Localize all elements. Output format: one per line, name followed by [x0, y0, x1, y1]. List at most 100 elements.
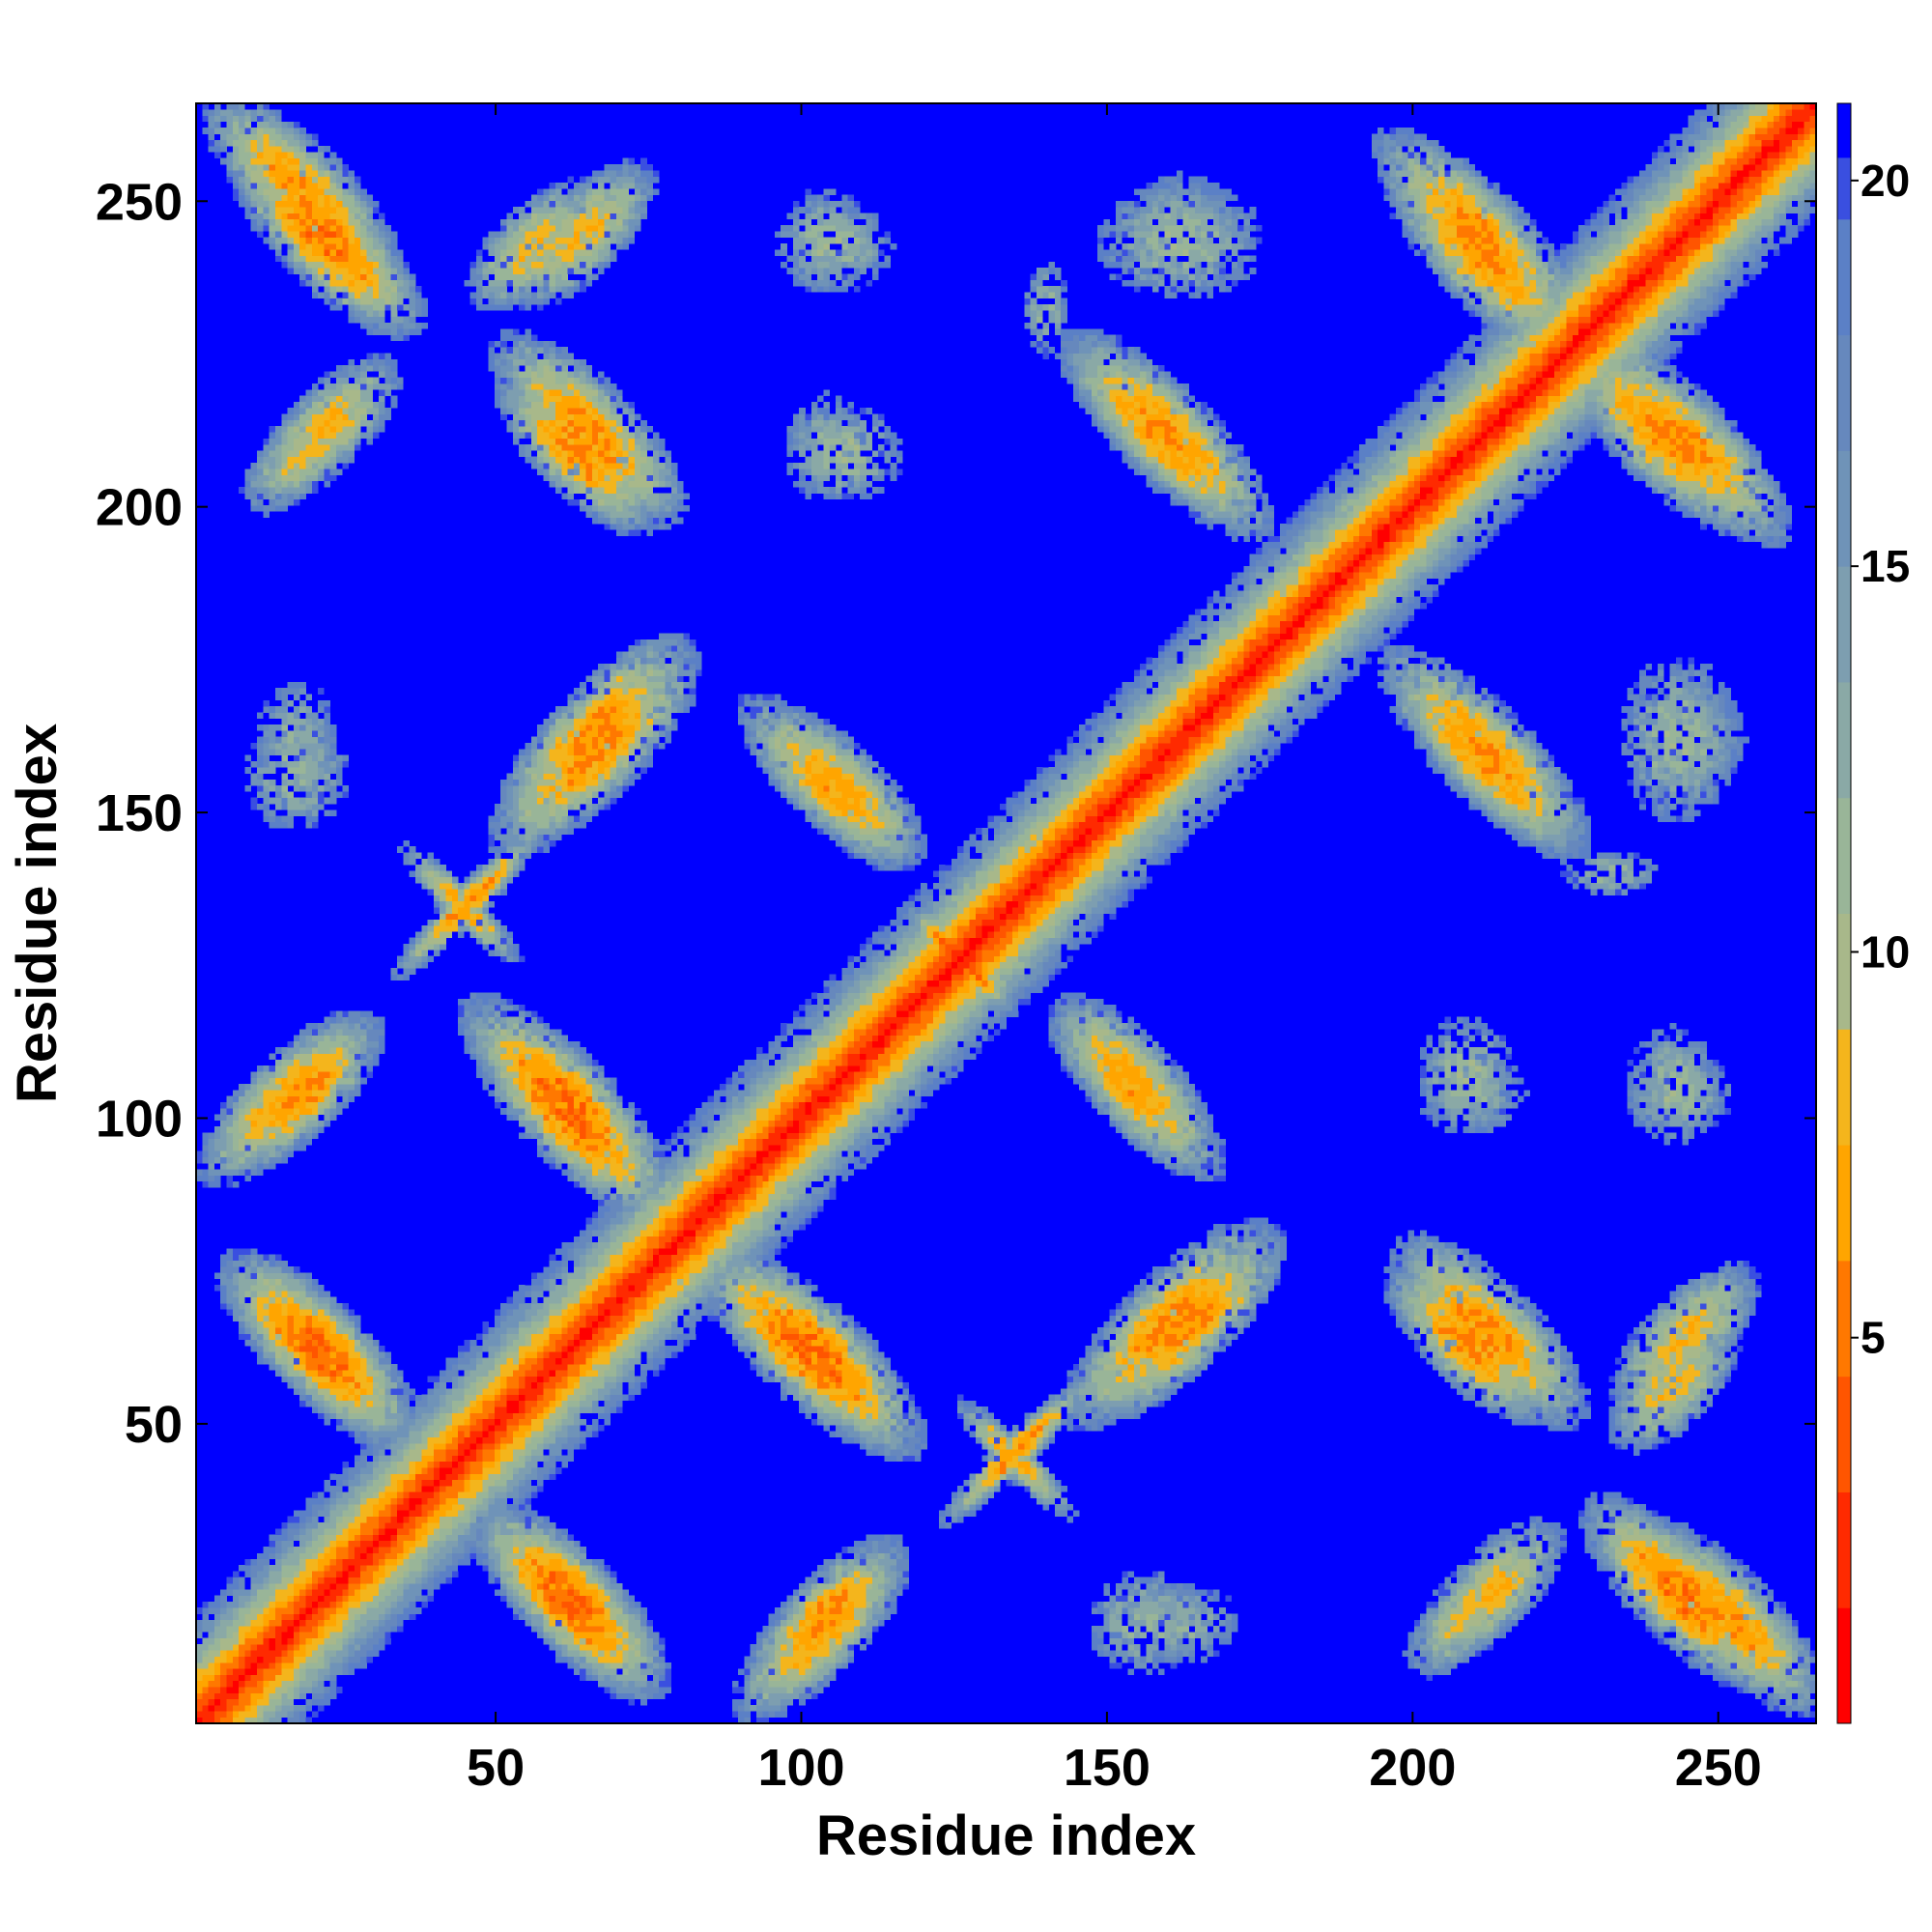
heatmap-cell — [519, 384, 526, 390]
heatmap-cell — [257, 1340, 264, 1347]
heatmap-cell — [263, 700, 270, 707]
heatmap-cell — [251, 170, 258, 177]
heatmap-cell — [495, 1358, 501, 1365]
heatmap-cell — [500, 1486, 507, 1492]
heatmap-cell — [482, 1321, 489, 1328]
heatmap-cell — [251, 1126, 258, 1133]
heatmap-cell — [263, 1102, 270, 1109]
heatmap-cell — [294, 134, 300, 141]
heatmap-cell — [305, 420, 312, 427]
heatmap-cell — [500, 883, 507, 890]
heatmap-cell — [318, 1321, 325, 1328]
heatmap-cell — [384, 378, 391, 384]
heatmap-cell — [495, 243, 501, 250]
heatmap-cell — [281, 1705, 288, 1712]
heatmap-cell — [349, 402, 355, 409]
heatmap-cell — [214, 1145, 221, 1151]
heatmap-cell — [379, 274, 385, 281]
heatmap-cell — [336, 188, 343, 195]
heatmap-cell — [336, 1010, 343, 1017]
heatmap-cell — [428, 1388, 435, 1395]
heatmap-cell — [257, 499, 264, 506]
heatmap-cell — [513, 1297, 520, 1304]
heatmap-cell — [525, 1517, 531, 1523]
heatmap-cell — [415, 865, 422, 871]
heatmap-cell — [495, 804, 501, 810]
heatmap-cell — [227, 128, 234, 134]
heatmap-cell — [525, 1132, 531, 1139]
heatmap-cell — [239, 122, 245, 128]
heatmap-cell — [464, 1412, 470, 1419]
heatmap-cell — [281, 164, 288, 171]
heatmap-cell — [355, 201, 361, 208]
heatmap-cell — [421, 1535, 428, 1542]
heatmap-cell — [349, 1614, 355, 1621]
heatmap-cell — [525, 1552, 531, 1559]
heatmap-cell — [294, 1334, 300, 1341]
heatmap-cell — [519, 286, 526, 293]
heatmap-cell — [318, 1699, 325, 1706]
heatmap-cell — [428, 1467, 435, 1474]
heatmap-cell — [445, 1498, 452, 1505]
heatmap-cell — [355, 304, 361, 311]
heatmap-cell — [220, 1266, 227, 1273]
heatmap-cell — [305, 1047, 312, 1054]
heatmap-cell — [403, 1474, 410, 1481]
heatmap-cell — [299, 1583, 306, 1590]
heatmap-cell — [513, 1382, 520, 1389]
heatmap-cell — [318, 177, 325, 184]
heatmap-cell — [495, 889, 501, 895]
heatmap-cell — [294, 1266, 300, 1273]
heatmap-cell — [397, 328, 404, 335]
heatmap-cell — [355, 213, 361, 219]
heatmap-cell — [519, 1401, 526, 1407]
heatmap-cell — [489, 1078, 496, 1085]
heatmap-cell — [519, 243, 526, 250]
heatmap-cell — [495, 828, 501, 835]
heatmap-cell — [281, 1358, 288, 1365]
heatmap-cell — [349, 195, 355, 202]
heatmap-cell — [452, 1541, 459, 1548]
heatmap-cell — [513, 268, 520, 274]
heatmap-cell — [519, 274, 526, 281]
heatmap-cell — [305, 1090, 312, 1096]
heatmap-cell — [531, 1370, 538, 1377]
heatmap-cell — [305, 1121, 312, 1127]
heatmap-cell — [513, 1078, 520, 1085]
heatmap-cell — [384, 1425, 391, 1432]
heatmap-cell — [384, 1492, 391, 1498]
heatmap-cell — [391, 1486, 398, 1492]
heatmap-cell — [270, 432, 276, 439]
heatmap-cell — [336, 1419, 343, 1426]
heatmap-cell — [270, 1547, 276, 1553]
heatmap-cell — [360, 1036, 367, 1042]
heatmap-cell — [384, 1559, 391, 1566]
heatmap-cell — [299, 1139, 306, 1146]
heatmap-cell — [270, 1535, 276, 1542]
heatmap-cell — [513, 1547, 520, 1553]
heatmap-cell — [270, 1705, 276, 1712]
heatmap-cell — [244, 1139, 251, 1146]
heatmap-cell — [244, 1108, 251, 1115]
heatmap-cell — [525, 292, 531, 298]
heatmap-cell — [500, 1060, 507, 1066]
heatmap-cell — [312, 1657, 319, 1663]
heatmap-cell — [312, 1023, 319, 1030]
heatmap-cell — [281, 1090, 288, 1096]
heatmap-cell — [270, 1626, 276, 1633]
heatmap-cell — [415, 877, 422, 884]
heatmap-cell — [464, 1462, 470, 1468]
heatmap-cell — [476, 1449, 483, 1456]
heatmap-cell — [263, 1139, 270, 1146]
heatmap-cell — [373, 384, 380, 390]
heatmap-cell — [244, 767, 251, 774]
heatmap-cell — [513, 219, 520, 226]
heatmap-cell — [507, 1054, 514, 1061]
heatmap-cell — [330, 1316, 337, 1322]
heatmap-cell — [482, 938, 489, 945]
heatmap-cell — [220, 1602, 227, 1608]
heatmap-cell — [349, 1078, 355, 1085]
heatmap-cell — [312, 1303, 319, 1310]
heatmap-cell — [513, 231, 520, 238]
heatmap-cell — [495, 1437, 501, 1444]
